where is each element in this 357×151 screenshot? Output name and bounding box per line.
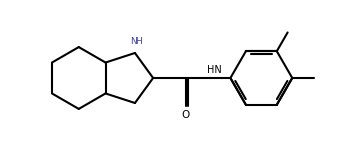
Text: HN: HN bbox=[207, 64, 222, 74]
Text: O: O bbox=[181, 110, 190, 120]
Text: H: H bbox=[135, 37, 142, 47]
Text: N: N bbox=[130, 37, 137, 47]
